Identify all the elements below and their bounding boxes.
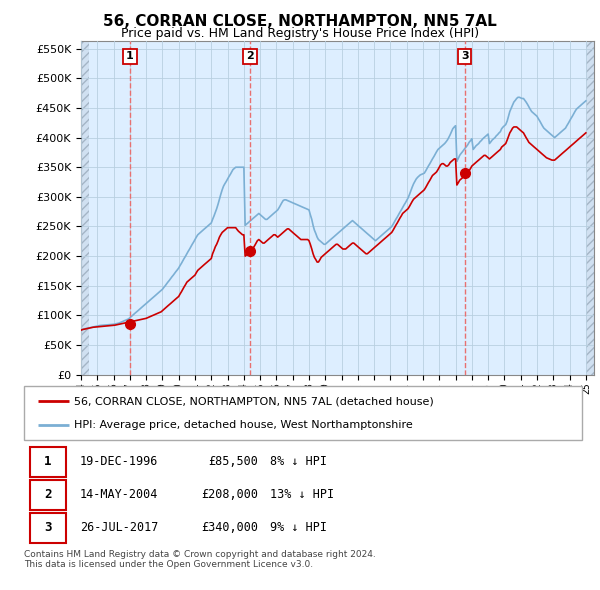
Text: 56, CORRAN CLOSE, NORTHAMPTON, NN5 7AL: 56, CORRAN CLOSE, NORTHAMPTON, NN5 7AL	[103, 14, 497, 29]
Text: 26-JUL-2017: 26-JUL-2017	[80, 520, 158, 534]
Text: £340,000: £340,000	[202, 520, 259, 534]
Bar	[81, 41, 89, 375]
Text: Contains HM Land Registry data © Crown copyright and database right 2024.
This d: Contains HM Land Registry data © Crown c…	[24, 550, 376, 569]
FancyBboxPatch shape	[29, 447, 66, 477]
Text: 14-MAY-2004: 14-MAY-2004	[80, 487, 158, 501]
FancyBboxPatch shape	[24, 386, 582, 440]
Text: 56, CORRAN CLOSE, NORTHAMPTON, NN5 7AL (detached house): 56, CORRAN CLOSE, NORTHAMPTON, NN5 7AL (…	[74, 396, 434, 407]
Text: 8% ↓ HPI: 8% ↓ HPI	[269, 454, 326, 468]
Text: £208,000: £208,000	[202, 487, 259, 501]
Text: 1: 1	[126, 51, 134, 61]
FancyBboxPatch shape	[29, 480, 66, 510]
Text: 1: 1	[44, 454, 52, 468]
Bar	[586, 41, 600, 375]
Text: 2: 2	[44, 487, 52, 501]
Text: 2: 2	[246, 51, 254, 61]
Text: 3: 3	[461, 51, 469, 61]
Text: HPI: Average price, detached house, West Northamptonshire: HPI: Average price, detached house, West…	[74, 419, 413, 430]
FancyBboxPatch shape	[29, 513, 66, 543]
Text: £85,500: £85,500	[208, 454, 259, 468]
Text: 9% ↓ HPI: 9% ↓ HPI	[269, 520, 326, 534]
Text: 3: 3	[44, 520, 52, 534]
Text: 13% ↓ HPI: 13% ↓ HPI	[269, 487, 334, 501]
Text: Price paid vs. HM Land Registry's House Price Index (HPI): Price paid vs. HM Land Registry's House …	[121, 27, 479, 40]
Text: 19-DEC-1996: 19-DEC-1996	[80, 454, 158, 468]
